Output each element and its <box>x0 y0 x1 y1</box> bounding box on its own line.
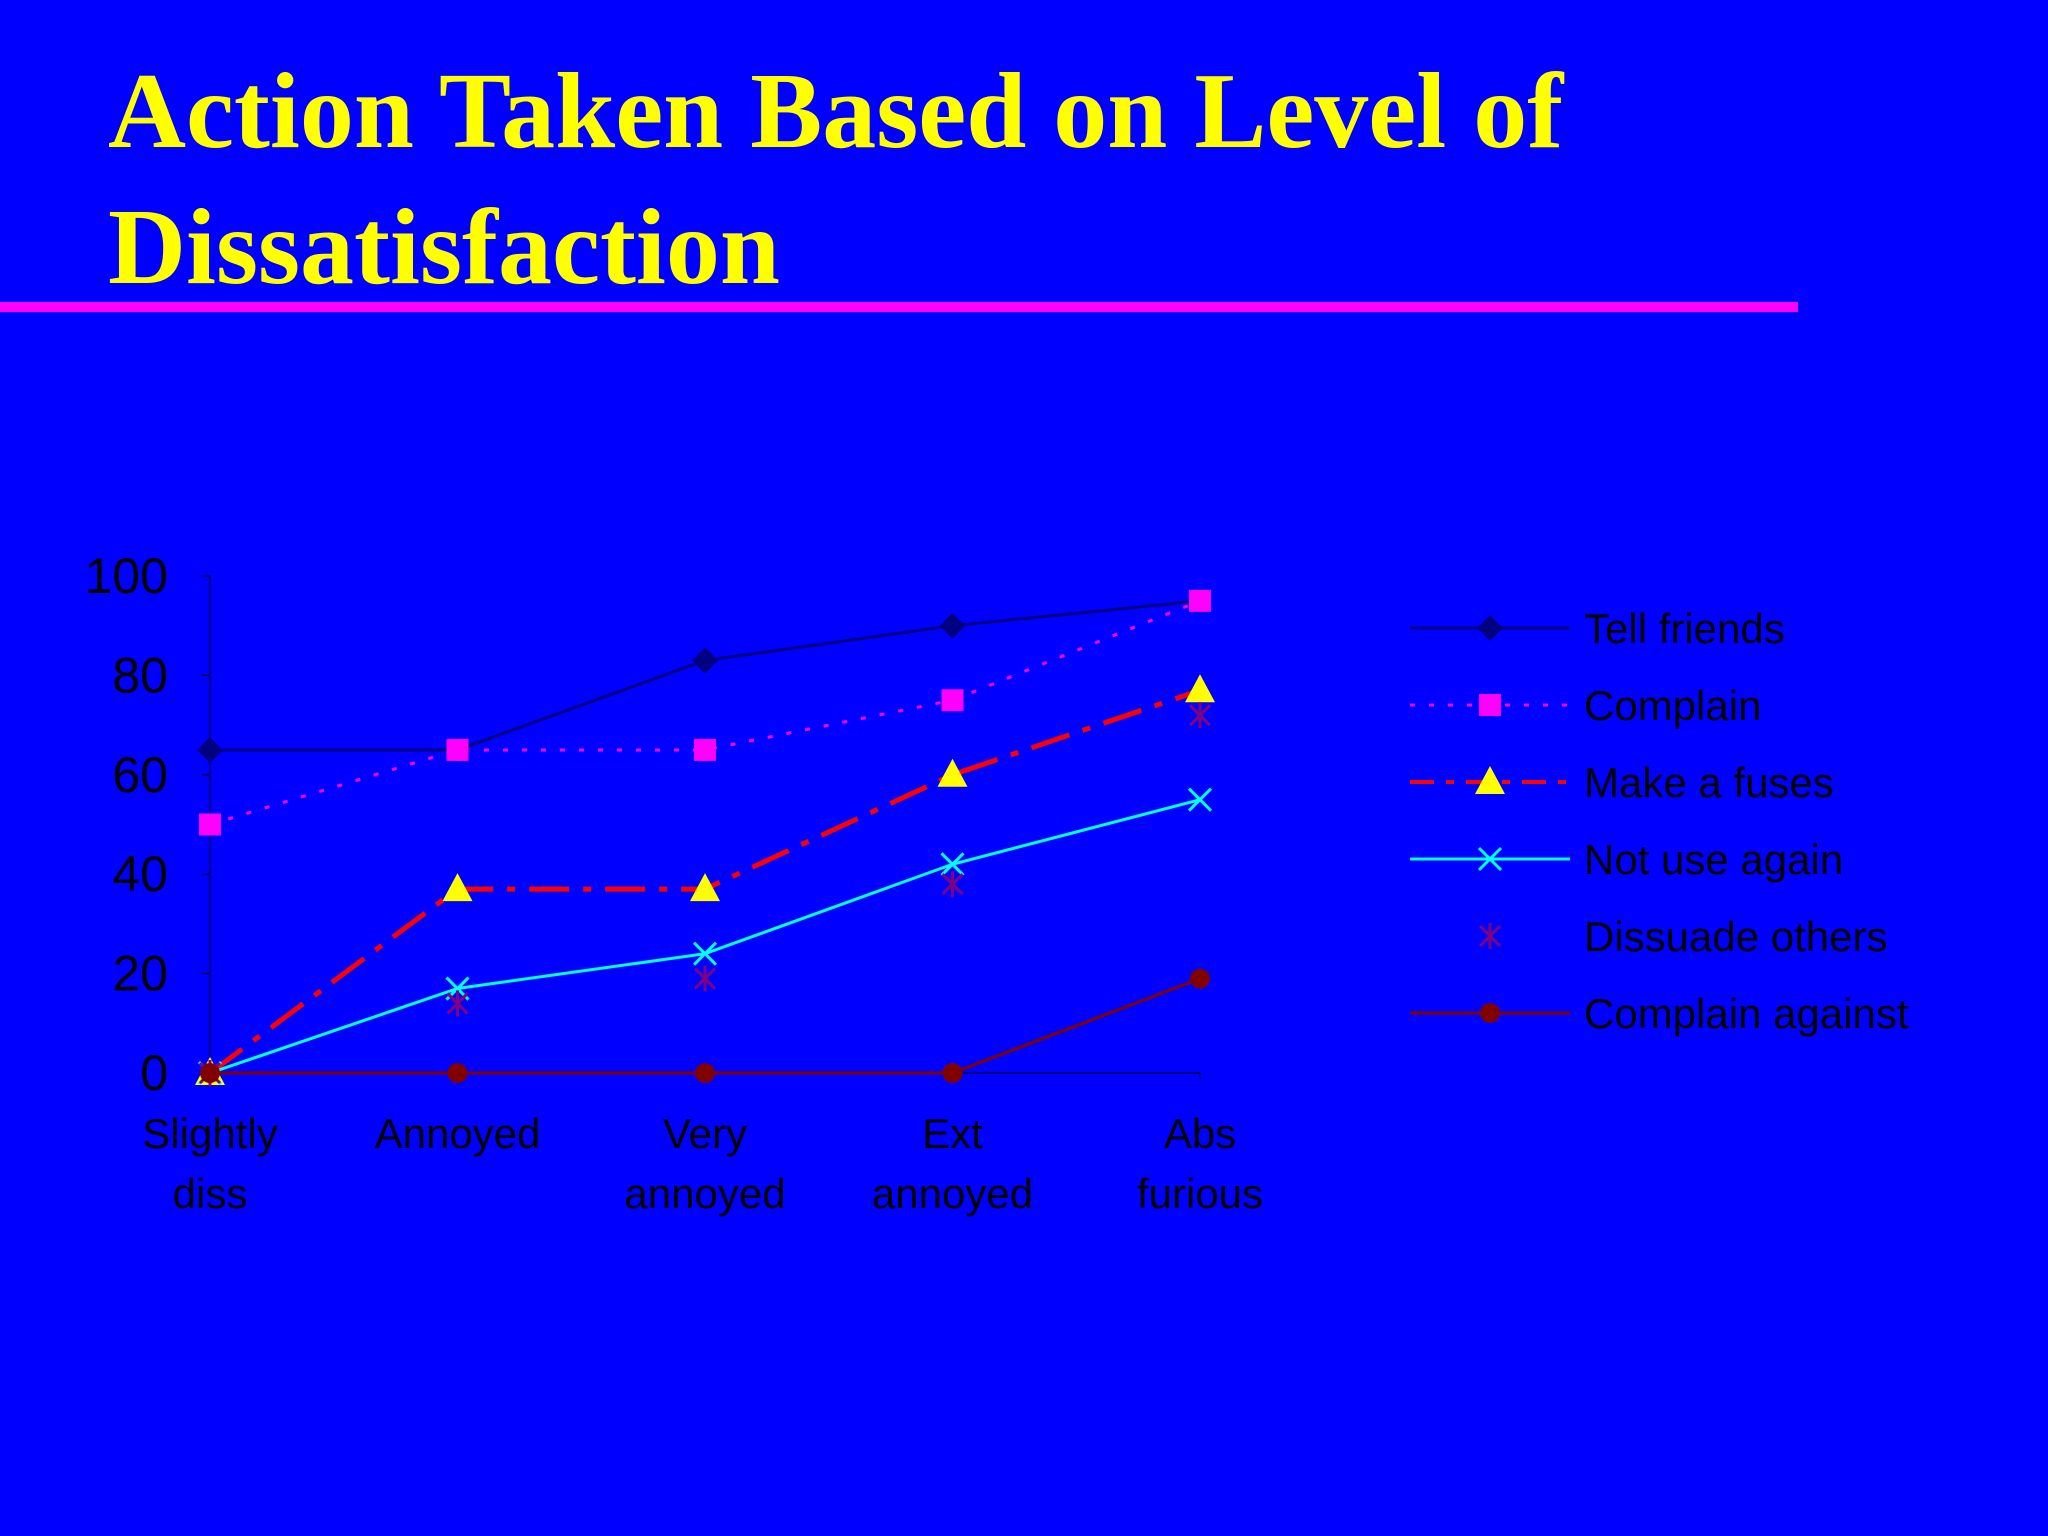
legend-marker <box>1477 615 1503 641</box>
data-point-not-use-again <box>940 852 965 877</box>
series-line-complain-against <box>210 977 1201 1075</box>
series-line-tell-friends <box>210 599 1201 752</box>
legend-marker <box>1478 923 1502 949</box>
data-point-not-use-again <box>692 941 718 966</box>
y-tick-label: 60 <box>112 747 168 803</box>
legend-item-dissuade-others: Dissuade others <box>1478 913 1888 960</box>
data-point-not-use-again <box>1187 787 1213 812</box>
data-point-dissuade-others <box>693 965 717 992</box>
legend-label: Make a fuses <box>1584 759 1834 806</box>
legend-item-tell-friends: Tell friends <box>1410 605 1785 652</box>
data-point-tell-friends <box>692 647 718 674</box>
chart-axes: 0 20 40 60 80 100 Slightly diss Annoyed Very annoy… <box>85 548 1263 1217</box>
data-point-make-a-fuses <box>442 873 473 902</box>
legend-label: Complain against <box>1584 990 1909 1037</box>
chart-legend: Tell friends Complain Make a fuses Not use … <box>1410 605 1909 1037</box>
x-tick-label: Annoyed <box>375 1110 541 1157</box>
x-tick-label: Very annoyed <box>624 1110 785 1217</box>
data-point-make-a-fuses <box>937 758 968 787</box>
y-tick-label: 80 <box>112 647 168 703</box>
data-point-tell-friends <box>939 612 966 639</box>
legend-marker <box>1480 1003 1500 1023</box>
data-point-dissuade-others <box>446 990 469 1017</box>
y-tick-label: 100 <box>85 548 168 604</box>
series-line-not-use-again <box>209 798 1201 1075</box>
y-tick-label: 40 <box>112 846 168 902</box>
data-point-make-a-fuses <box>690 873 720 902</box>
data-point-tell-friends <box>197 736 223 763</box>
chart-series-markers <box>195 587 1215 1086</box>
x-tick-label: Abs furious <box>1137 1110 1263 1217</box>
legend-item-make-a-fuses: Make a fuses <box>1410 759 1834 806</box>
data-point-complain-against <box>1190 968 1210 989</box>
data-point-dissuade-others <box>941 871 964 898</box>
data-point-complain-against <box>447 1063 468 1083</box>
legend-marker <box>1477 846 1503 872</box>
data-point-complain-against <box>695 1063 715 1083</box>
x-tick-label: Slightly diss <box>142 1110 277 1217</box>
y-tick-label: 20 <box>112 946 168 1002</box>
legend-item-not-use-again: Not use again <box>1410 836 1843 883</box>
data-point-complain-against <box>942 1063 963 1083</box>
legend-item-complain: Complain <box>1410 682 1761 729</box>
data-point-complain <box>199 813 221 836</box>
data-point-complain <box>1189 589 1211 612</box>
legend-label: Tell friends <box>1584 605 1785 652</box>
data-point-complain <box>446 738 469 761</box>
legend-marker <box>1479 694 1501 716</box>
legend-label: Complain <box>1584 682 1761 729</box>
legend-item-complain-against: Complain against <box>1410 990 1909 1037</box>
data-point-dissuade-others <box>1188 702 1212 729</box>
y-tick-label: 0 <box>140 1045 168 1101</box>
data-point-make-a-fuses <box>1185 674 1215 703</box>
series-line-complain <box>209 599 1201 826</box>
data-point-complain <box>694 738 716 761</box>
legend-marker <box>1475 766 1505 794</box>
x-tick-label: Ext annoyed <box>872 1110 1033 1217</box>
title-divider <box>0 302 1798 312</box>
legend-label: Dissuade others <box>1584 913 1888 960</box>
slide-title: Action Taken Based on Level of Dissatisf… <box>108 52 1564 307</box>
data-point-complain <box>941 689 964 712</box>
legend-label: Not use again <box>1584 836 1843 883</box>
data-point-complain-against <box>200 1063 220 1083</box>
